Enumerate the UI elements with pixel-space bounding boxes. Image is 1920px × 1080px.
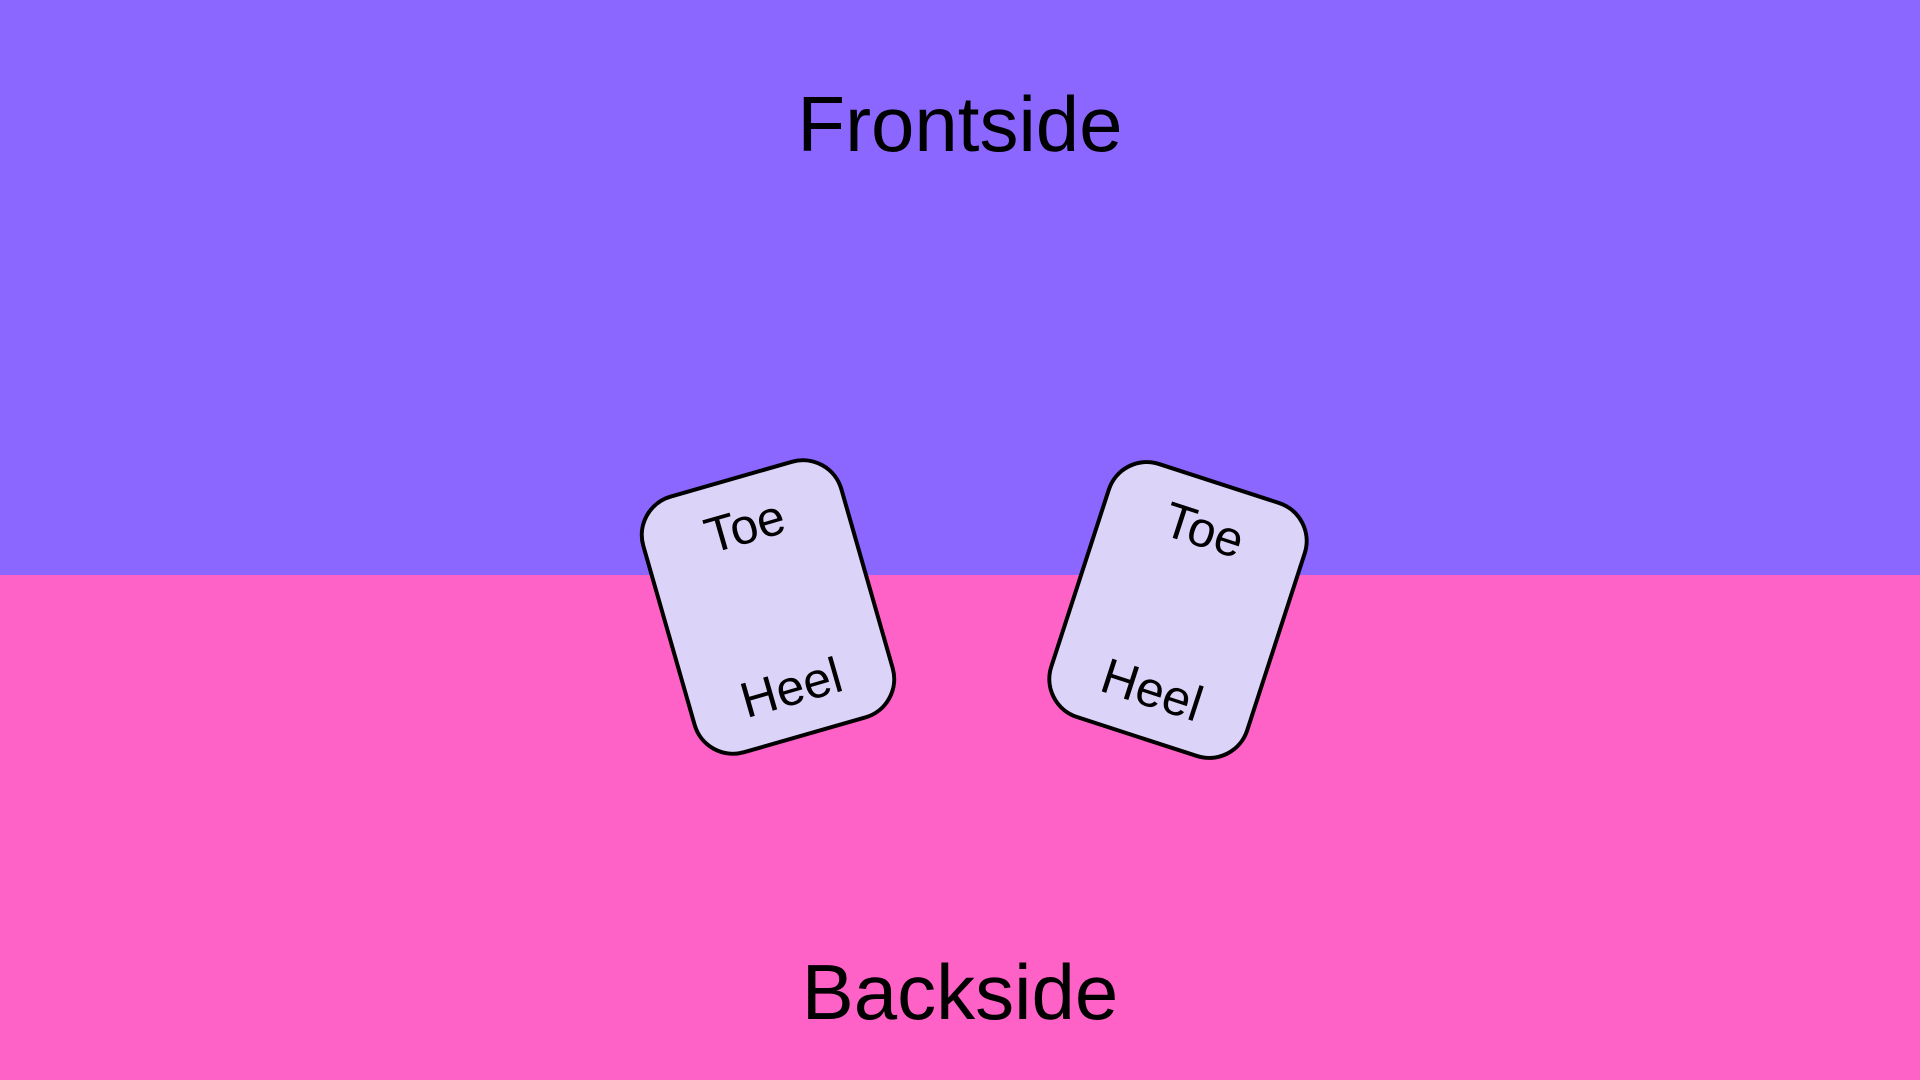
frontside-zone: [0, 0, 1920, 575]
backside-zone: [0, 575, 1920, 1080]
backside-label: Backside: [801, 948, 1119, 1036]
frontside-label: Frontside: [797, 80, 1123, 168]
